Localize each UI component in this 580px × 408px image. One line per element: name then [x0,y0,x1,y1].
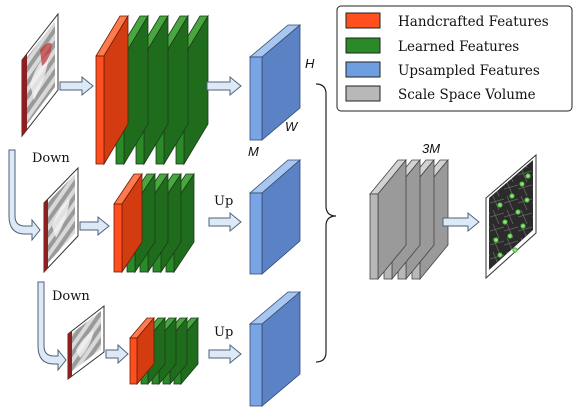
legend-label-scale-volume: Scale Space Volume [398,87,536,103]
legend-item-handcrafted: Handcrafted Features [345,12,549,30]
arrow-to-upsampled-2 [208,211,242,233]
input-image-scale-1 [21,12,59,138]
legend-item-upsampled: Upsampled Features [345,61,540,79]
dim-h-label: H [305,56,315,71]
dim-w-label: W [285,119,299,134]
legend: Handcrafted Features Learned Features Up… [336,5,573,112]
up-label-2: Up [214,325,233,340]
scale-space-volume [369,158,449,281]
input-image-scale-3 [67,304,105,380]
upsampled-feature-map-2 [248,159,302,275]
down-label-2: Down [52,289,90,304]
keypoint-markers [493,173,531,258]
up-label-1: Up [214,194,233,209]
legend-label-upsampled: Upsampled Features [398,63,540,79]
arrow-to-features-3 [105,343,129,365]
upsampled-feature-map-1 [248,24,302,141]
handcrafted-feature-layer [113,172,143,274]
keypoint-output-map [485,153,537,280]
dim-m-label: M [248,144,259,159]
input-image-scale-2 [43,166,79,274]
arrow-to-features-1 [59,75,94,97]
feature-stack-scale-1 [95,14,209,166]
upsampled-feature-map-3 [248,291,302,407]
feature-stack-scale-2 [113,172,195,274]
down-arrow-2 [37,281,67,372]
handcrafted-feature-layer [95,14,129,166]
feature-stack-scale-3 [129,316,199,386]
legend-label-learned: Learned Features [398,39,519,55]
concatenation-brace [315,83,337,363]
down-label-1: Down [32,151,70,166]
legend-item-learned: Learned Features [345,37,519,55]
handcrafted-feature-layer [129,316,155,386]
legend-label-handcrafted: Handcrafted Features [398,14,549,30]
arrow-to-upsampled-3 [208,343,242,365]
dim-3m-label: 3M [422,141,440,156]
legend-item-scale-volume: Scale Space Volume [345,85,536,103]
down-arrow-1 [8,149,41,242]
scale-volume-layer [369,158,407,281]
arrow-to-features-2 [79,215,110,237]
arrow-to-upsampled-1 [206,75,242,97]
arrow-to-keypoints [442,211,480,233]
